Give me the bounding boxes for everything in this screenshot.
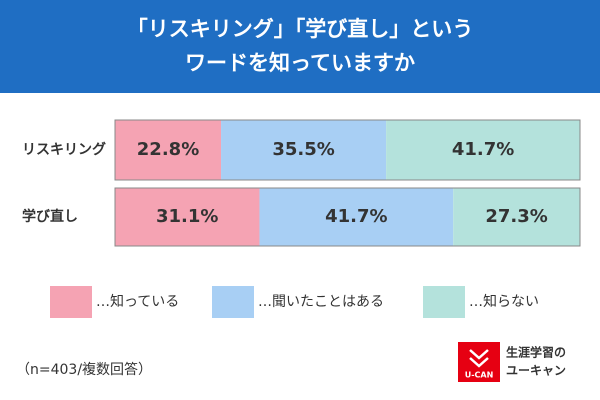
category-label: 学び直し bbox=[22, 208, 78, 225]
data-label: 31.1% bbox=[156, 206, 218, 227]
logo-mark bbox=[458, 342, 500, 382]
bar-segment bbox=[386, 120, 580, 180]
bar-segment bbox=[221, 120, 387, 180]
data-label: 35.5% bbox=[272, 139, 334, 160]
logo: U-CAN 生涯学習の ユーキャン bbox=[458, 342, 566, 382]
bar-segment bbox=[259, 188, 454, 246]
legend-label: …聞いたことはある bbox=[258, 294, 384, 310]
data-label: 41.7% bbox=[325, 206, 387, 227]
data-label: 22.8% bbox=[137, 139, 199, 160]
bar-segment bbox=[115, 188, 260, 246]
legend-label: …知っている bbox=[96, 293, 179, 310]
logo-text: ユーキャン bbox=[506, 364, 566, 378]
note: （n=403/複数回答） bbox=[16, 361, 152, 378]
chart-title: 「リスキリング」「学び直し」という bbox=[127, 17, 474, 41]
chart-title: ワードを知っていますか bbox=[185, 51, 415, 75]
bar-segment bbox=[115, 120, 222, 180]
header-band bbox=[0, 0, 600, 93]
category-label: リスキリング bbox=[22, 141, 106, 158]
data-label: 41.7% bbox=[452, 139, 514, 160]
bar-outline bbox=[114, 119, 581, 181]
legend-swatch bbox=[423, 286, 465, 318]
legend-swatch bbox=[212, 286, 254, 318]
legend-label: …知らない bbox=[469, 293, 539, 310]
logo-text: 生涯学習の bbox=[506, 345, 566, 360]
legend-swatch bbox=[50, 286, 92, 318]
bar-outline bbox=[114, 187, 581, 247]
logo-icon bbox=[469, 349, 489, 368]
bar-segment bbox=[453, 188, 580, 246]
data-label: 27.3% bbox=[485, 206, 547, 227]
logo-text: U-CAN bbox=[465, 371, 494, 380]
